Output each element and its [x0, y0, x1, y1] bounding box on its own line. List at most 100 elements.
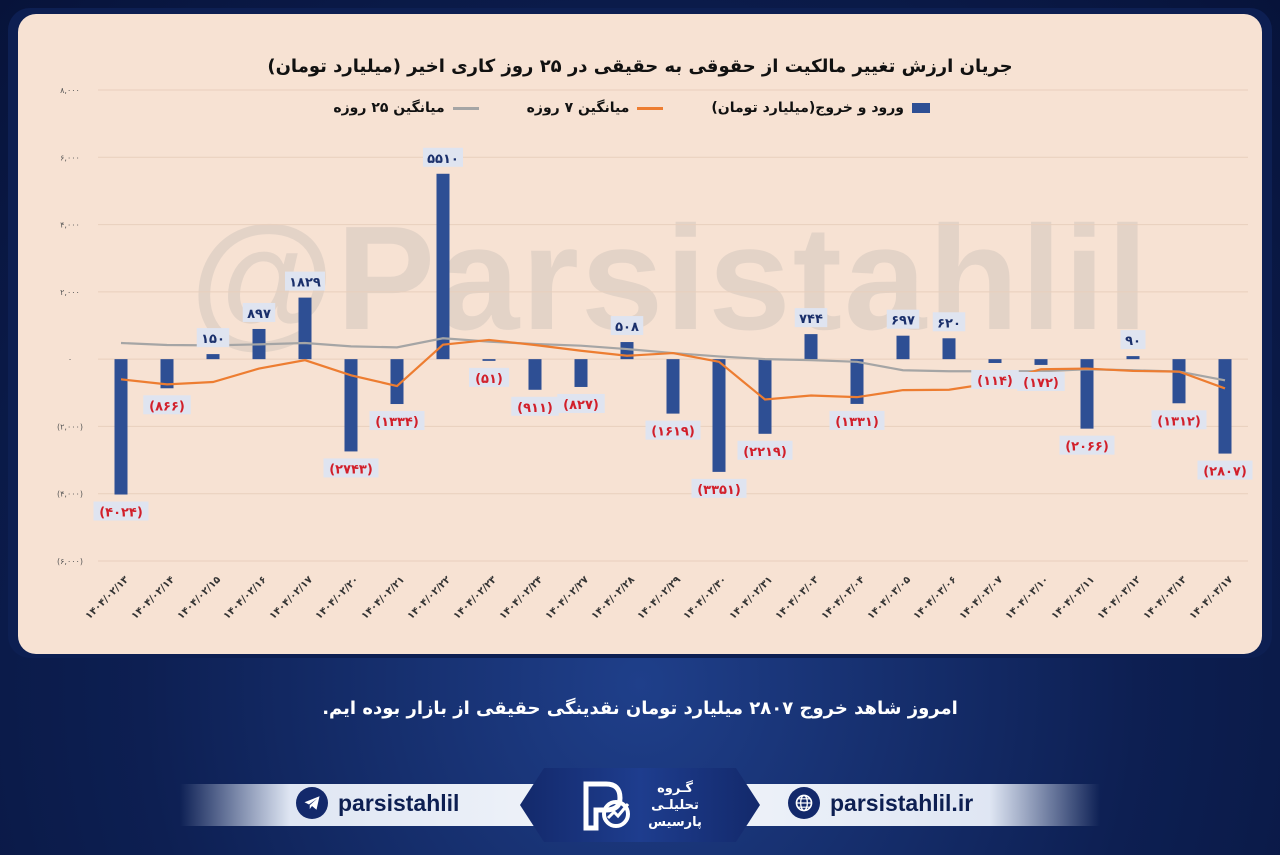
flow-bar [758, 359, 772, 434]
data-label-bg [423, 147, 463, 167]
data-label-bg [610, 316, 644, 336]
data-label-bg [829, 410, 885, 430]
flow-bar [482, 359, 496, 361]
data-label-bg [323, 458, 379, 478]
flow-bar [1172, 359, 1186, 404]
chart-panel: @Parsistahlil ۸,۰۰۰ ۶,۰۰۰ ۴,۰۰۰ ۲,۰۰۰ ۰ (۲,۰۰… [18, 14, 1262, 654]
data-label: ۸۹۷ [247, 307, 271, 322]
y-tick-label: ۶,۰۰۰ [60, 153, 80, 162]
ma7-line [120, 338, 1226, 401]
x-tick-label: ۱۴۰۴/۰۲/۲۳ [452, 574, 499, 621]
flow-bar [160, 359, 174, 389]
x-tick-label: ۱۴۰۴/۰۳/۰۴ [820, 574, 867, 621]
flow-bar [298, 297, 312, 360]
x-tick-label: ۱۴۰۴/۰۳/۱۰ [1004, 574, 1051, 621]
watermark: @Parsistahlil [190, 196, 1151, 361]
data-label: (۵۱) [475, 372, 503, 387]
x-tick-label: ۱۴۰۴/۰۲/۲۸ [590, 574, 637, 621]
legend-item-ma25: میانگین ۲۵ روزه [333, 100, 479, 116]
flow-bar [1080, 359, 1094, 429]
website-url: parsistahlil.ir [830, 789, 974, 816]
data-label: (۲۲۱۹) [743, 445, 787, 460]
flow-bar [850, 359, 864, 404]
summary-text: امروز شاهد خروج ۲۸۰۷ میلیارد تومان نقدین… [322, 698, 958, 719]
x-tick-label: ۱۴۰۴/۰۳/۰۶ [912, 574, 959, 621]
legend-swatch-ma7 [637, 106, 664, 110]
x-tick-label: ۱۴۰۴/۰۲/۱۷ [268, 574, 315, 621]
data-label: (۳۳۵۱) [697, 483, 741, 498]
data-label: (۹۱۱) [517, 401, 553, 416]
data-label: ۶۲۰ [937, 316, 961, 331]
y-tick-label: ۸,۰۰۰ [60, 86, 80, 95]
data-label: ۶۹۷ [891, 314, 915, 329]
x-tick-label: ۱۴۰۴/۰۳/۰۵ [866, 574, 913, 621]
data-label-bg [737, 440, 793, 460]
data-label: (۸۶۶) [149, 399, 185, 414]
company-logo: گـروه تحلیلـی پارسیس [520, 768, 760, 842]
data-label-bg [1151, 410, 1207, 430]
flow-bar [574, 359, 588, 387]
x-tick-label: ۱۴۰۴/۰۲/۱۵ [176, 574, 223, 621]
data-label-bg [557, 393, 605, 413]
flow-bar [1034, 359, 1048, 365]
website-link[interactable]: parsistahlil.ir [788, 787, 973, 819]
x-tick-label: ۱۴۰۴/۰۳/۱۲ [1096, 574, 1143, 621]
data-label-bg [93, 501, 149, 521]
flow-bar [436, 173, 450, 360]
data-label: (۲۷۴۳) [329, 462, 373, 477]
flow-bar [1218, 359, 1232, 454]
flow-bar [390, 359, 404, 405]
data-label-bg [285, 271, 325, 291]
data-label: ۱۵۰ [201, 332, 225, 347]
chart-legend: ورود و خروج(میلیارد تومان) میانگین ۷ روز… [333, 100, 930, 116]
telegram-icon [296, 787, 328, 819]
x-tick-label: ۱۴۰۴/۰۲/۲۷ [544, 574, 591, 621]
x-tick-label: ۱۴۰۴/۰۲/۲۴ [498, 574, 545, 621]
x-tick-label: ۱۴۰۴/۰۳/۱۳ [1142, 574, 1189, 621]
data-label: (۱۳۱۲) [1157, 414, 1201, 429]
telegram-link[interactable]: parsistahlil [296, 787, 459, 819]
legend-item-flow: ورود و خروج(میلیارد تومان) [711, 100, 930, 116]
data-label-bg [1120, 330, 1146, 350]
data-label-bg [645, 420, 701, 440]
data-label-bg [242, 302, 276, 322]
x-tick-label: ۱۴۰۴/۰۲/۳۰ [682, 574, 729, 621]
x-tick-label: ۱۴۰۴/۰۲/۲۱ [360, 574, 407, 621]
y-tick-label: ۲,۰۰۰ [60, 288, 80, 297]
y-tick-label: (۴,۰۰۰) [57, 490, 83, 499]
data-label: ۷۴۴ [799, 312, 823, 327]
flow-bar [804, 334, 818, 360]
legend-label-flow: ورود و خروج(میلیارد تومان) [711, 100, 904, 116]
flow-bar [1126, 356, 1140, 360]
x-tick-label: ۱۴۰۴/۰۲/۲۲ [406, 574, 453, 621]
data-label: (۴۰۲۴) [99, 506, 143, 521]
logo-text: گـروه تحلیلـی پارسیس [648, 780, 702, 831]
data-label: ۵۵۱۰ [427, 152, 459, 167]
data-label: ۱۸۲۹ [289, 276, 321, 291]
data-label: (۲۸۰۷) [1203, 465, 1247, 480]
y-tick-label: ۰ [68, 355, 72, 364]
flow-bar [344, 359, 358, 452]
data-label-bg [1017, 371, 1065, 391]
x-tick-label: ۱۴۰۴/۰۳/۱۷ [1188, 574, 1235, 621]
data-label: (۱۷۲) [1023, 376, 1059, 391]
flow-bar [206, 354, 220, 360]
flow-bar [712, 359, 726, 472]
flow-bar [942, 338, 956, 360]
x-tick-label: ۱۴۰۴/۰۲/۳۱ [728, 574, 775, 621]
x-tick-label: ۱۴۰۴/۰۲/۲۹ [636, 574, 683, 621]
logo-mark-icon [583, 781, 631, 831]
x-tick-label: ۱۴۰۴/۰۲/۱۴ [130, 574, 177, 621]
x-tick-label: ۱۴۰۴/۰۲/۱۳ [84, 574, 131, 621]
data-label-bg [886, 309, 920, 329]
globe-icon [788, 787, 820, 819]
data-label: ۹۰ [1125, 334, 1141, 349]
legend-label-ma7: میانگین ۷ روزه [526, 100, 630, 116]
data-label-bg [1197, 460, 1253, 480]
telegram-handle: parsistahlil [338, 789, 460, 816]
data-label-bg [511, 396, 559, 416]
x-tick-label: ۱۴۰۴/۰۳/۰۷ [958, 574, 1005, 621]
data-label: (۸۲۷) [563, 398, 599, 413]
y-tick-label: ۴,۰۰۰ [60, 221, 80, 230]
data-label: (۱۱۴) [977, 374, 1013, 389]
